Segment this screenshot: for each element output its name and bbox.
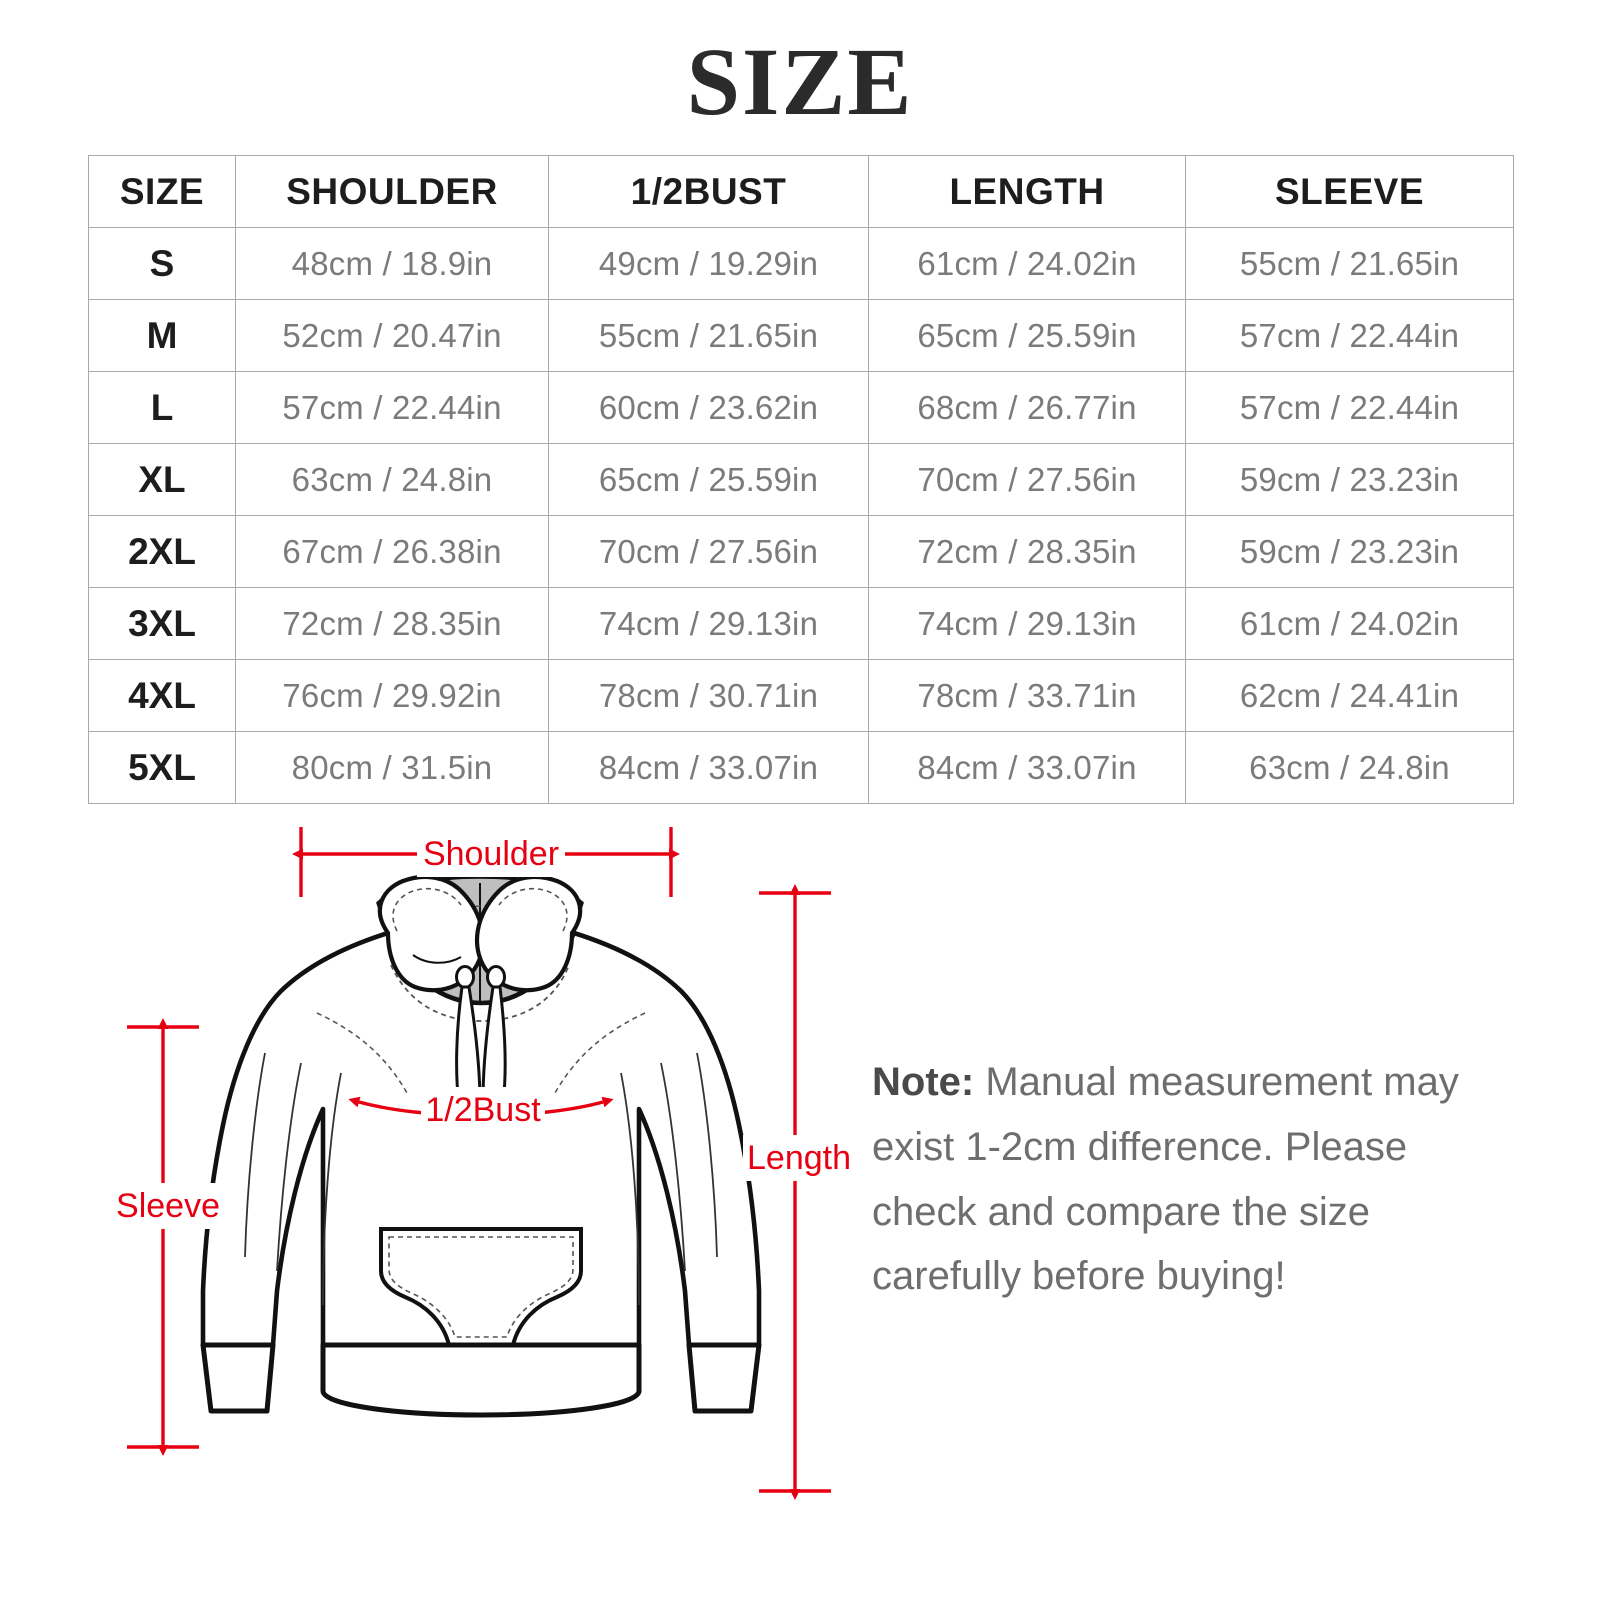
table-row: 2XL 67cm / 26.38in 70cm / 27.56in 72cm /… [88,515,1514,588]
table-row: 5XL 80cm / 31.5in 84cm / 33.07in 84cm / … [88,731,1514,804]
cell-shoulder: 80cm / 31.5in [235,731,549,804]
cell-bust: 78cm / 30.71in [548,659,869,732]
table-row: XL 63cm / 24.8in 65cm / 25.59in 70cm / 2… [88,443,1514,516]
cell-length: 84cm / 33.07in [868,731,1186,804]
cell-shoulder: 48cm / 18.9in [235,227,549,300]
cell-size: S [88,227,236,300]
cell-length: 74cm / 29.13in [868,587,1186,660]
cell-sleeve: 57cm / 22.44in [1185,299,1514,372]
cell-size: M [88,299,236,372]
cell-shoulder: 57cm / 22.44in [235,371,549,444]
cell-size: XL [88,443,236,516]
cell-sleeve: 55cm / 21.65in [1185,227,1514,300]
cell-bust: 60cm / 23.62in [548,371,869,444]
cell-size: 4XL [88,659,236,732]
hem-band [320,1342,642,1418]
label-shoulder: Shoulder [423,835,559,873]
hoodie-measurement-diagram: Shoulder 1/2Bust Sleeve Length [95,805,855,1525]
table-row: 4XL 76cm / 29.92in 78cm / 30.71in 78cm /… [88,659,1514,732]
measure-label-backdrops [115,831,855,1229]
eyelet-left [455,965,475,989]
cell-shoulder: 72cm / 28.35in [235,587,549,660]
eyelet-right [486,965,506,989]
cell-length: 68cm / 26.77in [868,371,1186,444]
cell-size: 5XL [88,731,236,804]
cell-sleeve: 63cm / 24.8in [1185,731,1514,804]
cell-sleeve: 61cm / 24.02in [1185,587,1514,660]
cell-sleeve: 59cm / 23.23in [1185,515,1514,588]
table-header-row: SIZE SHOULDER 1/2BUST LENGTH SLEEVE [88,155,1514,228]
table-row: S 48cm / 18.9in 49cm / 19.29in 61cm / 24… [88,227,1514,300]
note-text: Manual measurement may exist 1-2cm diffe… [872,1060,1459,1299]
size-chart-table: SIZE SHOULDER 1/2BUST LENGTH SLEEVE S 48… [88,155,1514,804]
column-header-bust: 1/2BUST [548,155,869,228]
cell-bust: 65cm / 25.59in [548,443,869,516]
cell-bust: 74cm / 29.13in [548,587,869,660]
cell-sleeve: 59cm / 23.23in [1185,443,1514,516]
cuff-left [200,1342,276,1414]
label-length: Length [747,1139,851,1177]
cell-length: 78cm / 33.71in [868,659,1186,732]
cell-shoulder: 52cm / 20.47in [235,299,549,372]
column-header-size: SIZE [88,155,236,228]
measurement-note: Note: Manual measurement may exist 1-2cm… [872,1050,1492,1309]
cell-size: L [88,371,236,444]
cell-bust: 84cm / 33.07in [548,731,869,804]
cell-length: 61cm / 24.02in [868,227,1186,300]
cell-bust: 55cm / 21.65in [548,299,869,372]
hoodie-illustration [200,874,762,1418]
cell-length: 72cm / 28.35in [868,515,1186,588]
cell-shoulder: 76cm / 29.92in [235,659,549,732]
cell-shoulder: 67cm / 26.38in [235,515,549,588]
table-row: M 52cm / 20.47in 55cm / 21.65in 65cm / 2… [88,299,1514,372]
note-label: Note: [872,1060,975,1104]
cell-bust: 70cm / 27.56in [548,515,869,588]
cell-sleeve: 62cm / 24.41in [1185,659,1514,732]
table-row: L 57cm / 22.44in 60cm / 23.62in 68cm / 2… [88,371,1514,444]
cell-size: 3XL [88,587,236,660]
column-header-sleeve: SLEEVE [1185,155,1514,228]
hood-panel-right [474,874,583,993]
neck-seam [390,964,570,1022]
cell-length: 65cm / 25.59in [868,299,1186,372]
page-title: SIZE [686,28,914,135]
cell-size: 2XL [88,515,236,588]
table-row: 3XL 72cm / 28.35in 74cm / 29.13in 74cm /… [88,587,1514,660]
label-bust: 1/2Bust [425,1091,541,1129]
cuff-right [686,1342,762,1414]
cell-bust: 49cm / 19.29in [548,227,869,300]
cell-shoulder: 63cm / 24.8in [235,443,549,516]
column-header-length: LENGTH [868,155,1186,228]
cell-length: 70cm / 27.56in [868,443,1186,516]
column-header-shoulder: SHOULDER [235,155,549,228]
cell-sleeve: 57cm / 22.44in [1185,371,1514,444]
label-sleeve: Sleeve [116,1187,220,1225]
